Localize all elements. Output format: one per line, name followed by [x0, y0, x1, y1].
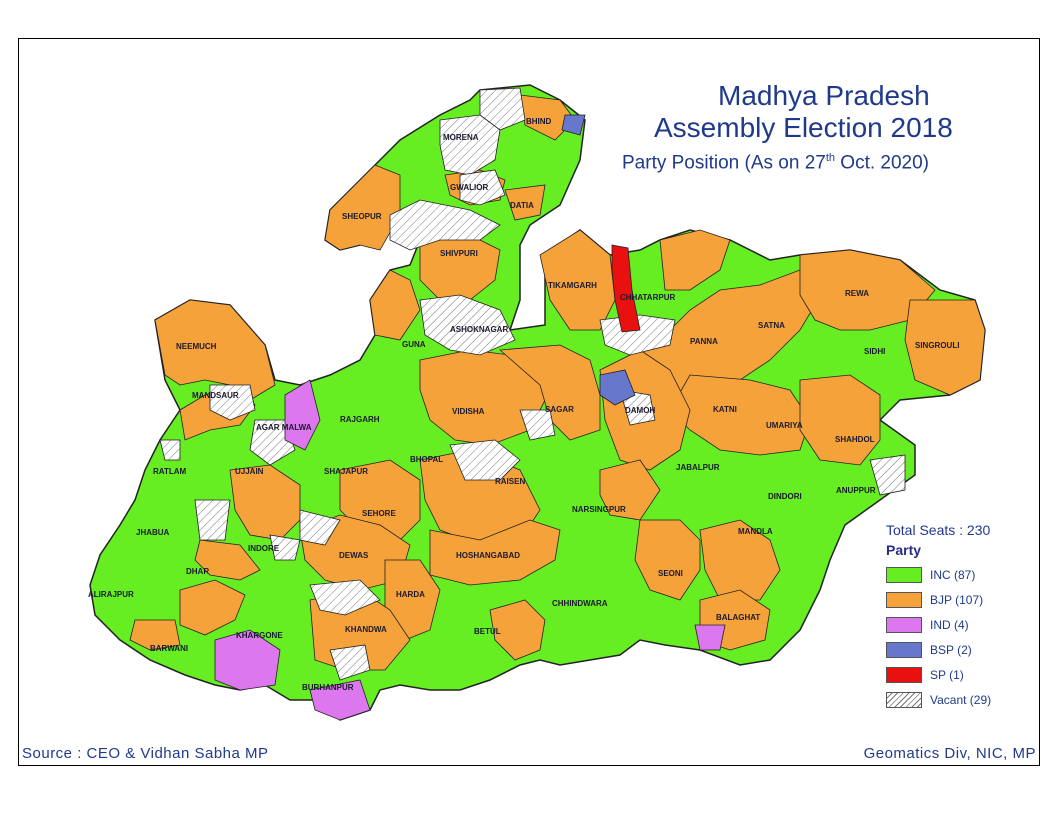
district-label: DAMOH	[625, 406, 655, 415]
legend-item: IND (4)	[886, 612, 1046, 637]
district-label: MORENA	[443, 133, 479, 142]
legend-label: SP (1)	[930, 667, 964, 682]
district-label: HOSHANGABAD	[456, 551, 520, 560]
bsp-regions	[561, 114, 636, 406]
district-label: MANDSAUR	[192, 391, 239, 400]
district-label: AGAR MALWA	[256, 423, 312, 432]
district-label: NEEMUCH	[176, 342, 217, 351]
district-labels: BHIND MORENA GWALIOR DATIA SHEOPUR SHIVP…	[88, 117, 959, 692]
district-label: RAJGARH	[340, 415, 380, 424]
district-label: BURHANPUR	[302, 683, 354, 692]
district-label: DEWAS	[339, 551, 369, 560]
source-note: Source : CEO & Vidhan Sabha MP	[22, 745, 269, 762]
district-label: KHARGONE	[236, 631, 283, 640]
title-line-2: Assembly Election 2018	[654, 112, 953, 143]
district-label: UJJAIN	[235, 467, 264, 476]
legend-total: Total Seats : 230	[886, 522, 991, 538]
district-label: SINGROULI	[915, 341, 959, 350]
legend-label: Vacant (29)	[930, 692, 992, 707]
district-label: SATNA	[758, 321, 785, 330]
legend-item: BJP (107)	[886, 587, 1046, 612]
district-label: INDORE	[248, 544, 280, 553]
district-label: UMARIYA	[766, 421, 803, 430]
district-label: SEONI	[658, 569, 683, 578]
legend-swatch-sp	[886, 666, 922, 683]
legend-swatch-bjp	[886, 591, 922, 608]
legend-swatch-ind	[886, 616, 922, 633]
district-label: NARSINGPUR	[572, 505, 626, 514]
subtitle: Party Position (As on 27th Oct. 2020)	[622, 152, 930, 174]
district-label: TIKAMGARH	[548, 281, 597, 290]
legend-swatch-vacant	[886, 691, 922, 708]
district-label: BARWANI	[150, 644, 188, 653]
district-label: SHIVPURI	[440, 249, 478, 258]
district-label: BALAGHAT	[716, 613, 760, 622]
map-frame	[18, 38, 1040, 766]
sp-region	[611, 244, 641, 333]
legend-swatch-bsp	[886, 641, 922, 658]
district-label: SEHORE	[362, 509, 396, 518]
district-label: DATIA	[510, 201, 534, 210]
district-label: RAISEN	[495, 477, 525, 486]
district-label: SIDHI	[864, 347, 885, 356]
legend-item: Vacant (29)	[886, 687, 1046, 712]
district-label: DINDORI	[768, 492, 802, 501]
district-label: BHIND	[526, 117, 552, 126]
legend-label: IND (4)	[930, 617, 969, 632]
district-label: JHABUA	[136, 528, 170, 537]
legend-label: BJP (107)	[930, 592, 984, 607]
district-label: VIDISHA	[452, 407, 485, 416]
district-label: CHHATARPUR	[620, 293, 675, 302]
district-label: HARDA	[396, 590, 425, 599]
legend-heading: Party	[886, 542, 922, 558]
district-label: JABALPUR	[676, 463, 720, 472]
legend-item: BSP (2)	[886, 637, 1046, 662]
district-label: PANNA	[690, 337, 718, 346]
bjp-regions	[129, 94, 986, 671]
district-label: SHAHDOL	[835, 435, 875, 444]
legend-item: INC (87)	[886, 562, 1046, 587]
district-label: ASHOKNAGAR	[450, 325, 508, 334]
district-label: SAGAR	[545, 405, 574, 414]
district-label: RATLAM	[153, 467, 187, 476]
district-label: ALIRAJPUR	[88, 590, 134, 599]
district-label: SHEOPUR	[342, 212, 382, 221]
district-label: REWA	[845, 289, 869, 298]
vacant-regions	[159, 87, 906, 681]
title-line-1: Madhya Pradesh	[718, 80, 930, 111]
district-label: GUNA	[402, 340, 426, 349]
district-label: DHAR	[186, 567, 209, 576]
legend-label: INC (87)	[930, 567, 976, 582]
legend-item: SP (1)	[886, 662, 1046, 687]
district-label: SHAJAPUR	[324, 467, 368, 476]
district-label: MANDLA	[738, 527, 773, 536]
district-label: KATNI	[713, 405, 737, 414]
legend-swatch-inc	[886, 566, 922, 583]
district-label: GWALIOR	[450, 183, 488, 192]
district-label: CHHINDWARA	[552, 599, 608, 608]
legend: Total Seats : 230 Party INC (87) BJP (10…	[886, 522, 1046, 712]
ind-regions	[214, 379, 726, 721]
district-label: KHANDWA	[345, 625, 387, 634]
district-label: BETUL	[474, 627, 501, 636]
credit-note: Geomatics Div, NIC, MP	[863, 745, 1036, 762]
district-label: BHOPAL	[410, 455, 443, 464]
district-label: ANUPPUR	[836, 486, 876, 495]
legend-label: BSP (2)	[930, 642, 972, 657]
